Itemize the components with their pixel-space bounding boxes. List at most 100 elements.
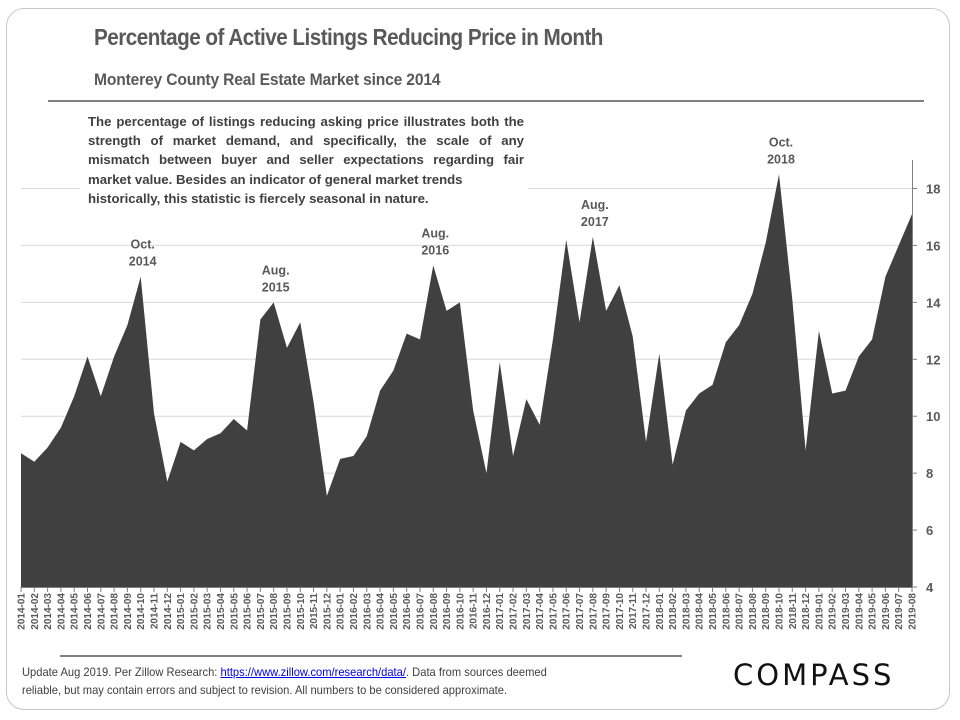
- footer-suffix: . Data from sources deemed: [405, 665, 547, 679]
- x-tick-label: 2015-06: [243, 593, 254, 630]
- x-tick-label: 2016-04: [376, 593, 387, 630]
- chart-title: Percentage of Active Listings Reducing P…: [94, 24, 603, 50]
- x-tick-label: 2014-04: [56, 593, 67, 630]
- description-box: The percentage of listings reducing aski…: [80, 110, 528, 215]
- x-tick-label: 2018-04: [695, 593, 706, 630]
- x-tick-label: 2017-02: [509, 593, 520, 630]
- x-tick-label: 2019-08: [908, 593, 919, 630]
- annotation-month: Oct.: [769, 135, 793, 149]
- x-tick-label: 2019-06: [881, 593, 892, 630]
- y-tick-label: 10: [926, 409, 940, 424]
- x-tick-label: 2019-02: [828, 593, 839, 630]
- x-tick-label: 2015-03: [203, 593, 214, 630]
- annotation-month: Oct.: [131, 238, 155, 252]
- x-tick-label: 2015-04: [216, 593, 227, 630]
- x-tick-label: 2014-11: [149, 593, 160, 630]
- x-tick-label: 2016-05: [389, 593, 400, 630]
- x-tick-label: 2014-05: [70, 593, 81, 630]
- x-tick-label: 2019-03: [841, 593, 852, 630]
- x-tick-label: 2018-07: [735, 593, 746, 630]
- footer-divider: [60, 655, 682, 657]
- x-tick-label: 2017-10: [615, 593, 626, 630]
- x-tick-label: 2017-11: [628, 593, 639, 630]
- x-tick-label: 2014-06: [83, 593, 94, 630]
- x-tick-label: 2016-11: [469, 593, 480, 630]
- x-tick-label: 2016-10: [455, 593, 466, 630]
- x-tick-label: 2018-10: [775, 593, 786, 630]
- x-tick-label: 2018-01: [655, 593, 666, 630]
- chart-subtitle: Monterey County Real Estate Market since…: [94, 70, 441, 89]
- x-tick-label: 2016-07: [415, 593, 426, 630]
- x-tick-label: 2018-09: [761, 593, 772, 630]
- x-tick-label: 2014-12: [163, 593, 174, 630]
- x-tick-label: 2014-09: [123, 593, 134, 630]
- x-tick-label: 2019-05: [868, 593, 879, 630]
- x-tick-label: 2015-01: [176, 593, 187, 630]
- x-tick-label: 2014-07: [96, 593, 107, 630]
- x-tick-label: 2017-06: [562, 593, 573, 630]
- x-tick-label: 2018-03: [681, 593, 692, 630]
- y-tick-label: 16: [926, 238, 940, 253]
- area-series: [21, 174, 912, 587]
- x-tick-label: 2017-03: [522, 593, 533, 630]
- peak-annotation: Aug. 2016: [421, 226, 449, 257]
- x-tick-label: 2015-02: [189, 593, 200, 630]
- y-tick-label: 12: [926, 352, 940, 367]
- x-tick-label: 2014-08: [110, 593, 121, 630]
- x-tick-label: 2018-12: [801, 593, 812, 630]
- header-divider: [48, 100, 924, 102]
- x-tick-label: 2018-06: [721, 593, 732, 630]
- x-tick-label: 2019-01: [814, 593, 825, 630]
- footer-note: Update Aug 2019. Per Zillow Research: ht…: [22, 663, 617, 699]
- x-tick-label: 2016-01: [336, 593, 347, 630]
- footer-line-1: Update Aug 2019. Per Zillow Research: ht…: [22, 663, 617, 681]
- peak-annotation: Oct. 2018: [767, 135, 795, 166]
- x-tick-label: 2017-09: [602, 593, 613, 630]
- x-tick-label: 2017-12: [642, 593, 653, 630]
- annotation-year: 2016: [421, 243, 449, 257]
- x-tick-label: 2014-03: [43, 593, 54, 630]
- x-tick-label: 2015-09: [282, 593, 293, 630]
- y-tick-label: 4: [926, 580, 934, 595]
- slide-frame: [6, 8, 950, 710]
- zillow-research-link[interactable]: https://www.zillow.com/research/data/: [220, 665, 406, 679]
- x-tick-label: 2016-12: [482, 593, 493, 630]
- x-tick-label: 2016-09: [442, 593, 453, 630]
- peak-annotation: Aug. 2015: [262, 263, 290, 294]
- x-tick-label: 2016-02: [349, 593, 360, 630]
- annotation-year: 2018: [767, 152, 795, 166]
- x-tick-label: 2017-04: [535, 593, 546, 630]
- x-axis: 2014-01 2014-02 2014-03 2014-04 2014-05 2014-…: [17, 587, 919, 630]
- x-tick-label: 2017-08: [588, 593, 599, 630]
- x-tick-label: 2017-01: [495, 593, 506, 630]
- y-axis: 4 6 8 10 12 14 16 18: [912, 160, 941, 595]
- x-tick-label: 2019-04: [854, 593, 865, 630]
- annotation-month: Aug.: [262, 263, 290, 277]
- x-tick-label: 2015-07: [256, 593, 267, 630]
- x-tick-label: 2018-02: [668, 593, 679, 630]
- compass-logo: COMPASS: [733, 658, 895, 692]
- peak-annotation: Aug. 2017: [581, 198, 609, 229]
- x-tick-label: 2018-08: [748, 593, 759, 630]
- x-tick-label: 2018-05: [708, 593, 719, 630]
- peak-annotation: Oct. 2014: [129, 238, 157, 269]
- x-tick-label: 2016-06: [402, 593, 413, 630]
- y-tick-label: 8: [926, 466, 933, 481]
- y-tick-label: 18: [926, 182, 940, 197]
- annotation-year: 2017: [581, 215, 609, 229]
- x-tick-label: 2014-10: [136, 593, 147, 630]
- x-tick-label: 2015-12: [322, 593, 333, 630]
- footer-prefix: Update Aug 2019. Per Zillow Research:: [22, 665, 221, 679]
- annotation-year: 2014: [129, 255, 157, 269]
- description-last-line: historically, this statistic is fiercely…: [88, 190, 429, 206]
- x-tick-label: 2014-02: [30, 593, 41, 630]
- x-tick-label: 2015-08: [269, 593, 280, 630]
- x-tick-label: 2014-01: [17, 593, 28, 630]
- x-tick-label: 2016-03: [362, 593, 373, 630]
- x-tick-label: 2015-05: [229, 593, 240, 630]
- x-tick-label: 2017-05: [548, 593, 559, 630]
- x-tick-label: 2017-07: [575, 593, 586, 630]
- y-tick-label: 6: [926, 523, 933, 538]
- description-text: The percentage of listings reducing aski…: [88, 114, 524, 187]
